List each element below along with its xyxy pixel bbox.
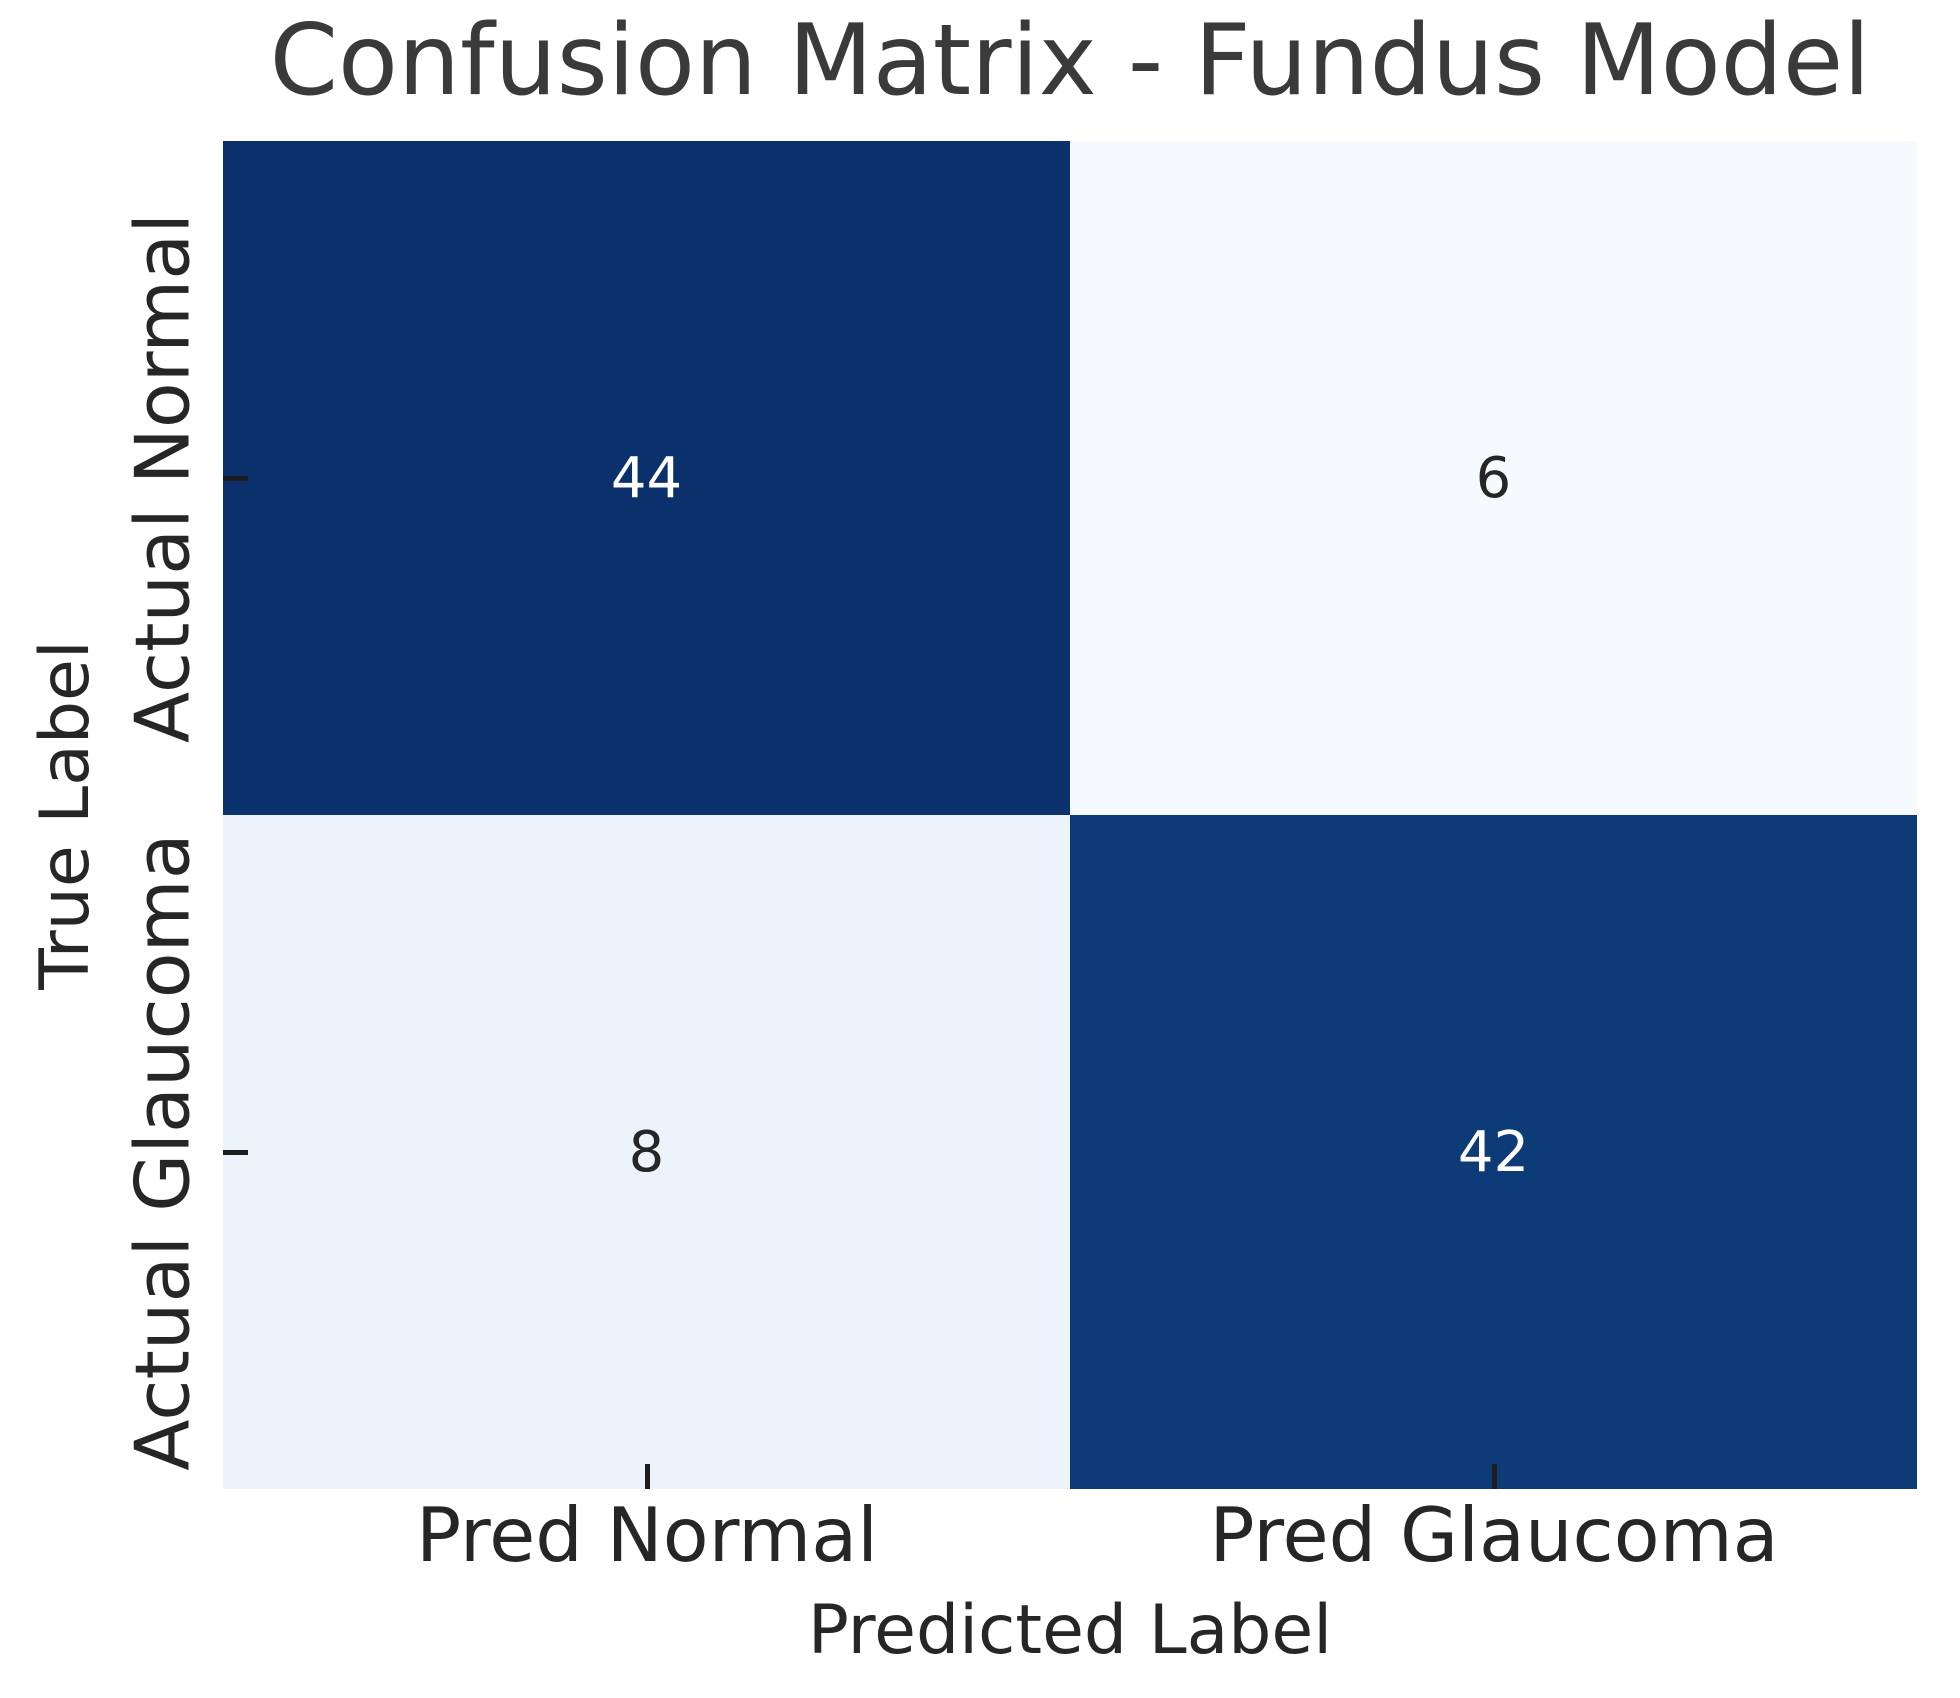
chart-title: Confusion Matrix - Fundus Model [269,4,1871,118]
y-tick-label-actual-normal: Actual Normal [118,212,207,744]
cell-value: 6 [1475,445,1512,511]
cell-value: 44 [610,445,683,511]
cell-value: 42 [1457,1119,1530,1185]
x-tick-label-pred-normal: Pred Normal [415,1491,879,1579]
y-tick-mark [223,476,248,481]
y-tick-mark [223,1150,248,1155]
y-axis-label: True Label [26,640,105,990]
matrix-cell-true-negative: 44 [223,141,1070,815]
cell-value: 8 [628,1119,665,1185]
x-axis-label: Predicted Label [807,1591,1333,1670]
x-tick-label-pred-glaucoma: Pred Glaucoma [1209,1491,1779,1579]
y-tick-label-actual-glaucoma: Actual Glaucoma [118,833,207,1471]
confusion-matrix-heatmap: 44 6 8 42 [223,141,1917,1489]
x-tick-mark [645,1464,650,1489]
matrix-cell-true-positive: 42 [1070,815,1917,1489]
x-tick-mark [1492,1464,1497,1489]
matrix-cell-false-negative: 8 [223,815,1070,1489]
matrix-cell-false-positive: 6 [1070,141,1917,815]
